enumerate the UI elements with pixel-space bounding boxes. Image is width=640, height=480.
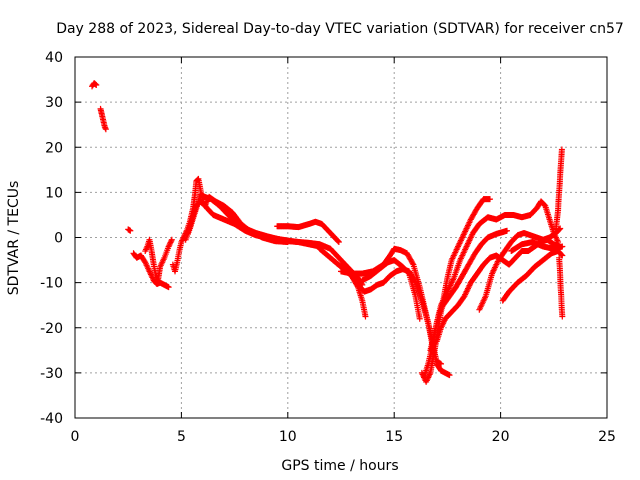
y-tick-label: 20 xyxy=(45,140,63,156)
y-tick-label: -10 xyxy=(40,276,63,292)
data-point xyxy=(335,238,342,245)
x-tick-label: 20 xyxy=(492,429,510,445)
x-tick-label: 15 xyxy=(385,429,403,445)
data-point xyxy=(362,313,369,320)
y-tick-label: 30 xyxy=(45,95,63,111)
data-point xyxy=(559,313,566,320)
y-tick-label: 10 xyxy=(45,185,63,201)
x-axis-label: GPS time / hours xyxy=(281,458,398,474)
data-point xyxy=(558,251,565,258)
data-point xyxy=(416,315,423,322)
series-s1 xyxy=(89,80,100,90)
data-points xyxy=(89,80,566,385)
y-axis-label: SDTVAR / TECUs xyxy=(6,181,22,296)
data-point xyxy=(166,240,173,247)
x-tick-label: 5 xyxy=(177,429,186,445)
data-point xyxy=(284,239,291,246)
series-s18 xyxy=(433,236,564,345)
series-s11 xyxy=(316,245,369,320)
y-tick-label: 40 xyxy=(45,50,63,66)
data-point xyxy=(93,81,100,88)
series-s14 xyxy=(359,257,423,322)
x-tick-label: 0 xyxy=(71,429,80,445)
data-point xyxy=(168,238,175,245)
chart-title: Day 288 of 2023, Sidereal Day-to-day VTE… xyxy=(56,21,624,37)
data-point xyxy=(102,126,109,133)
series-s10 xyxy=(274,218,342,246)
data-point xyxy=(194,176,201,183)
series-s23 xyxy=(556,254,566,320)
data-point xyxy=(405,269,412,276)
series-s20 xyxy=(499,248,566,304)
data-point xyxy=(438,360,445,367)
series-s22 xyxy=(552,146,565,232)
series-s6 xyxy=(154,236,175,284)
data-point xyxy=(165,243,172,250)
data-point xyxy=(559,243,566,250)
data-point xyxy=(558,146,565,153)
data-point xyxy=(168,236,175,243)
data-point xyxy=(503,227,510,234)
data-point xyxy=(92,81,99,88)
data-point xyxy=(127,227,134,234)
series-s19 xyxy=(476,225,564,313)
data-point xyxy=(165,284,172,291)
y-tick-label: -20 xyxy=(40,321,63,337)
data-point xyxy=(409,260,416,267)
data-point xyxy=(559,252,566,259)
series-s2 xyxy=(97,105,109,133)
x-tick-label: 10 xyxy=(279,429,297,445)
data-point xyxy=(486,196,493,203)
axis-ticks: 0 5 10 15 20 25 -40 -30 -20 -10 0 10 20 30 40 xyxy=(40,50,616,445)
series-s9 xyxy=(184,193,291,246)
data-point xyxy=(335,239,342,246)
data-point xyxy=(556,226,563,233)
data-point xyxy=(446,372,453,379)
series-s21 xyxy=(508,239,566,255)
series-s17 xyxy=(427,227,510,354)
x-tick-label: 25 xyxy=(598,429,616,445)
data-point xyxy=(167,239,174,246)
series-s16 xyxy=(420,198,562,381)
y-tick-label: -30 xyxy=(40,366,63,382)
series-s13 xyxy=(338,261,445,367)
data-point xyxy=(166,242,173,249)
grid-lines xyxy=(75,57,607,418)
y-tick-label: 0 xyxy=(54,231,63,247)
series-s3 xyxy=(125,226,134,234)
y-tick-label: -40 xyxy=(40,411,63,427)
series-s5 xyxy=(142,236,161,286)
